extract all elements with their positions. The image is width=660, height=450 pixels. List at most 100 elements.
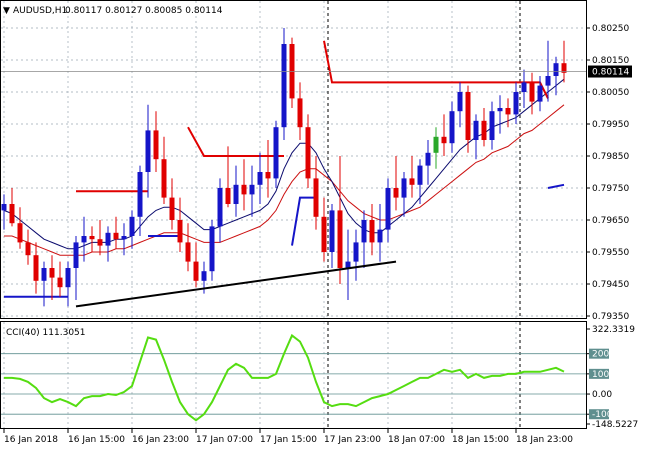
candle-body [33, 255, 39, 281]
signal-levels [4, 40, 565, 298]
time-tick-label: 18 Jan 15:00 [452, 435, 509, 445]
candle-body [369, 220, 375, 243]
candle-body [209, 226, 215, 272]
candle-body [41, 268, 47, 281]
candle-body [529, 82, 535, 102]
candle-body [409, 178, 415, 185]
cci-panel-frame [0, 321, 587, 429]
candle-body [89, 236, 95, 240]
last-price-label: 0.80114 [592, 68, 629, 78]
candle-body [65, 268, 71, 288]
candle-body [361, 220, 367, 243]
candle-body [545, 76, 551, 86]
candle-body [305, 127, 311, 179]
price-tick-label: 0.80250 [592, 24, 629, 34]
candle-body [321, 216, 327, 252]
time-tick-label: 17 Jan 15:00 [260, 435, 317, 445]
time-tick-label: 16 Jan 2018 [4, 435, 58, 445]
candle-body [161, 159, 167, 198]
cci-label: CCI(40) 111.3051 [6, 328, 86, 338]
candle-body [129, 216, 135, 236]
signal-level-line [323, 40, 549, 99]
price-tick-label: 0.80150 [592, 56, 629, 66]
candle-body [489, 111, 495, 140]
candle-body [417, 165, 423, 185]
price-tick-label: 0.79350 [592, 312, 629, 322]
candle-body [313, 178, 319, 217]
candle-body [193, 261, 199, 281]
cci-tick-label: 0.00 [592, 390, 612, 400]
candle-body [233, 184, 239, 204]
dropdown-arrow-icon[interactable]: ▼ [3, 6, 10, 16]
candle-body [241, 184, 247, 195]
candle-body [201, 271, 207, 281]
price-tick-label: 0.79750 [592, 184, 629, 194]
time-tick-label: 17 Jan 07:00 [196, 435, 253, 445]
candle-body [81, 236, 87, 243]
candle-body [9, 204, 15, 224]
cci-tick-label: 100 [592, 370, 609, 380]
price-tick-label: 0.79850 [592, 152, 629, 162]
candle-body [249, 184, 255, 195]
candle-body [177, 220, 183, 243]
cci-line [4, 333, 565, 422]
candle-body [401, 178, 407, 198]
candle-body [377, 229, 383, 243]
candle-body [513, 92, 519, 115]
chart-ohlc: 0.80117 0.80127 0.80085 0.80114 [65, 6, 223, 16]
candle-body [113, 232, 119, 240]
candle-body [169, 197, 175, 220]
candle-body [337, 210, 343, 268]
candle-body [473, 120, 479, 140]
candle-body [561, 63, 567, 73]
trendline [1, 71, 586, 308]
candle-body [393, 188, 399, 198]
price-axis: 0.80250 0.80150 0.80050 0.79950 0.79850 0.797… [586, 24, 629, 322]
candle-body [353, 242, 359, 262]
candle-body [265, 172, 271, 179]
candle-body [345, 261, 351, 268]
candle-body [385, 188, 391, 230]
candle-body [73, 242, 79, 268]
candle-body [153, 130, 159, 160]
cci-tick-label: 322.3319 [592, 325, 635, 335]
candle-body [465, 92, 471, 140]
candle-body [449, 111, 455, 144]
chart-symbol: AUDUSD,H1 [13, 6, 67, 16]
candle-body [145, 130, 151, 172]
time-tick-label: 17 Jan 23:00 [324, 435, 381, 445]
cci-level-tag [589, 409, 609, 420]
cci-tick-label: 200 [592, 350, 609, 360]
cci-indicator: 322.3319 200 100 0.00 -100-148.5227 [1, 325, 638, 430]
candle-body [521, 82, 527, 92]
ma-fast-line [3, 78, 565, 250]
cci-tick-label: -148.5227 [592, 420, 638, 430]
support-trendline [75, 260, 397, 308]
candle-body [17, 223, 23, 243]
price-tick-label: 0.79450 [592, 280, 629, 290]
candle-body [57, 277, 63, 288]
candle-body [505, 108, 511, 115]
candle-body [441, 136, 447, 144]
day-separators [327, 1, 521, 428]
candle-body [281, 44, 287, 128]
candle-body [25, 242, 31, 256]
moving-averages [3, 78, 565, 256]
candle-body [497, 108, 503, 112]
cci-tick-label: -100 [592, 410, 613, 420]
signal-level-line [547, 183, 565, 189]
candle-body [425, 152, 431, 166]
candle-body [121, 236, 127, 240]
cci-level-tag [589, 368, 609, 379]
candle-body [537, 85, 543, 102]
price-tick-label: 0.80050 [592, 88, 629, 98]
candle-body [273, 127, 279, 179]
candle-body [433, 136, 439, 153]
candle-body [329, 210, 335, 252]
time-tick-label: 16 Jan 15:00 [68, 435, 125, 445]
candle-body [1, 204, 7, 211]
cci-level-tag [589, 348, 609, 359]
candle-body [481, 120, 487, 140]
candle-body [257, 172, 263, 185]
